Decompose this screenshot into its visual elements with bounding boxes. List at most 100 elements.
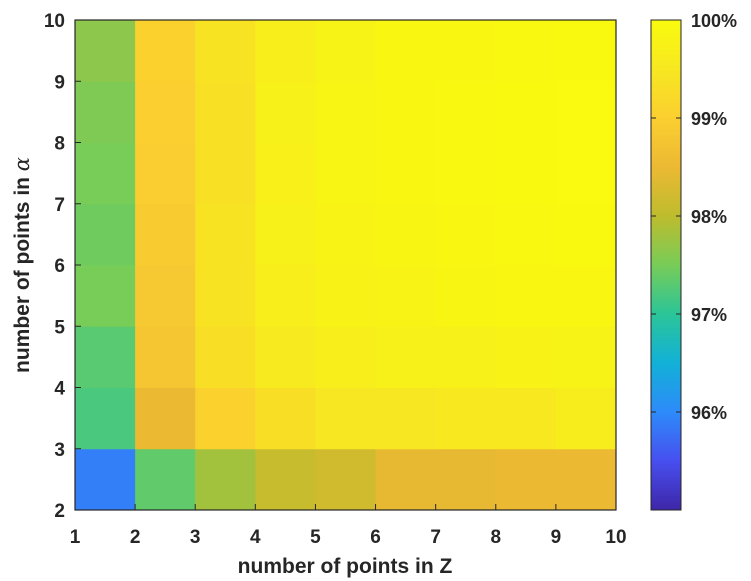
heatmap-cell: [195, 326, 256, 388]
heatmap-cell: [315, 203, 377, 266]
x-tick-label: 10: [605, 527, 626, 548]
y-tick-label: 7: [54, 195, 65, 216]
heatmap-cell: [555, 326, 617, 388]
y-tick-label: 3: [54, 440, 65, 461]
heatmap-cell: [375, 81, 437, 143]
heatmap-cell: [315, 326, 377, 388]
y-axis-label: number of points in α: [10, 157, 34, 373]
heatmap-cells: [75, 20, 617, 511]
heatmap-cell: [195, 20, 256, 82]
colorbar: 96% 97% 98% 99% 100%: [650, 11, 737, 511]
x-tick-label: 3: [190, 527, 201, 548]
heatmap-cell: [495, 387, 557, 450]
heatmap-cell: [375, 203, 437, 266]
heatmap-cell: [435, 387, 497, 450]
heatmap-cell: [495, 203, 557, 266]
heatmap-cell: [375, 448, 437, 511]
x-tick-label: 1: [70, 527, 81, 548]
heatmap-cell: [135, 81, 196, 143]
heatmap-cell: [315, 81, 377, 143]
heatmap-cell: [255, 20, 316, 82]
colorbar-tick-label: 97%: [691, 305, 727, 325]
y-axis-label-symbol: α: [10, 157, 34, 171]
heatmap-cell: [435, 20, 497, 82]
x-tick-label: 9: [551, 527, 562, 548]
heatmap-cell: [255, 265, 316, 327]
heatmap-cell: [555, 448, 617, 511]
heatmap-cell: [435, 142, 497, 205]
heatmap-cell: [555, 20, 617, 82]
heatmap-cell: [135, 203, 196, 266]
colorbar-tick-label: 100%: [691, 11, 737, 31]
y-tick-label: 5: [54, 317, 65, 338]
heatmap-cell: [195, 448, 256, 511]
x-tick-label: 5: [310, 527, 321, 548]
heatmap-cell: [255, 448, 316, 511]
y-tick-label: 9: [54, 72, 65, 93]
heatmap-cell: [255, 203, 316, 266]
heatmap-cell: [255, 142, 316, 205]
heatmap-cell: [195, 265, 256, 327]
y-tick-label: 2: [54, 501, 65, 522]
heatmap-cell: [435, 265, 497, 327]
heatmap-cell: [435, 203, 497, 266]
x-axis-ticks: 1 2 3 4 5 6 7 8 9 10: [70, 504, 627, 548]
heatmap-cell: [495, 20, 557, 82]
heatmap-cell: [315, 387, 377, 450]
heatmap-cell: [75, 387, 136, 450]
heatmap-cell: [195, 387, 256, 450]
heatmap-cell: [555, 142, 617, 205]
heatmap-cell: [75, 265, 136, 327]
heatmap-cell: [255, 81, 316, 143]
heatmap-cell: [375, 387, 437, 450]
x-tick-label: 6: [370, 527, 381, 548]
heatmap-cell: [435, 81, 497, 143]
heatmap-cell: [135, 387, 196, 450]
heatmap-cell: [495, 265, 557, 327]
x-tick-label: 8: [490, 527, 501, 548]
heatmap-cell: [495, 81, 557, 143]
heatmap-cell: [315, 265, 377, 327]
colorbar-tick-label: 98%: [691, 207, 727, 227]
heatmap-cell: [255, 387, 316, 450]
heatmap-cell: [135, 326, 196, 388]
heatmap-cell: [375, 20, 437, 82]
heatmap-cell: [135, 265, 196, 327]
colorbar-tick-label: 96%: [691, 403, 727, 423]
heatmap-cell: [195, 81, 256, 143]
heatmap-cell: [75, 326, 136, 388]
y-tick-label: 4: [54, 379, 65, 400]
heatmap-cell: [315, 448, 377, 511]
x-tick-label: 4: [250, 527, 261, 548]
heatmap-cell: [435, 326, 497, 388]
heatmap-cell: [135, 20, 196, 82]
heatmap-cell: [195, 142, 256, 205]
x-axis-label: number of points in Z: [238, 555, 453, 578]
heatmap-cell: [75, 448, 136, 511]
heatmap-cell: [255, 326, 316, 388]
heatmap-cell: [135, 448, 196, 511]
colorbar-gradient: [650, 19, 682, 511]
colorbar-tick-label: 99%: [691, 109, 727, 129]
heatmap-cell: [75, 203, 136, 266]
heatmap-cell: [435, 448, 497, 511]
heatmap-cell: [75, 142, 136, 205]
heatmap-cell: [375, 265, 437, 327]
heatmap-cell: [555, 265, 617, 327]
heatmap-cell: [375, 326, 437, 388]
y-tick-label: 10: [44, 11, 65, 32]
heatmap-cell: [135, 142, 196, 205]
y-tick-label: 6: [54, 256, 65, 277]
x-tick-label: 7: [430, 527, 441, 548]
heatmap-cell: [495, 326, 557, 388]
y-tick-label: 8: [54, 134, 65, 155]
heatmap-cell: [555, 81, 617, 143]
heatmap-cell: [555, 203, 617, 266]
heatmap-cell: [315, 142, 377, 205]
heatmap-cell: [495, 448, 557, 511]
heatmap-cell: [75, 81, 136, 143]
heatmap-cell: [375, 142, 437, 205]
heatmap-cell: [315, 20, 377, 82]
y-axis-label-text: number of points in: [11, 171, 34, 373]
